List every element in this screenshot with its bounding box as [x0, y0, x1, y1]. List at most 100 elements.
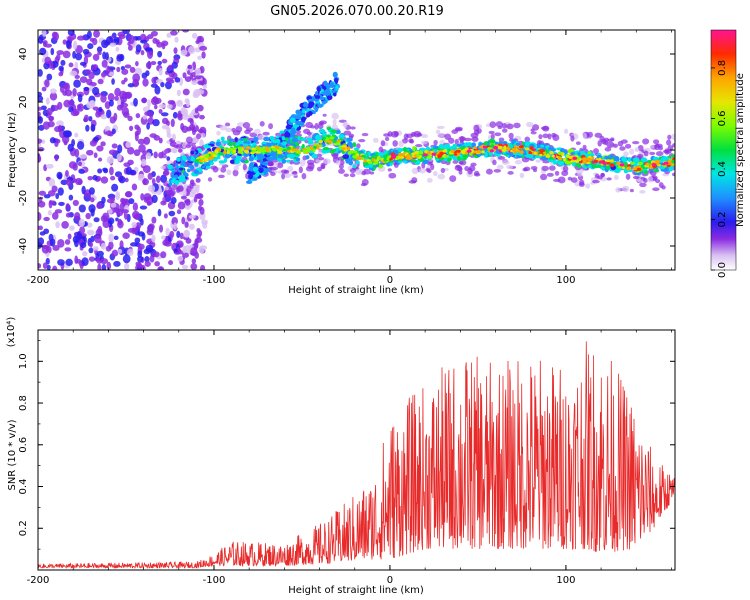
spectrogram-cell: [72, 235, 79, 244]
spectrogram-cell: [49, 92, 58, 101]
spectrogram-cell: [140, 218, 144, 226]
spectrogram-cell: [106, 109, 112, 119]
spectrogram-cell: [163, 169, 170, 176]
spectrogram-cell: [224, 153, 231, 159]
spectrogram-cell: [187, 168, 191, 173]
spectrogram-cell: [58, 65, 64, 72]
spectrogram-cell: [506, 164, 513, 170]
spectrogram-cell: [635, 167, 642, 171]
y-tick-label: 0.8: [18, 395, 29, 411]
spectrogram-cell: [54, 154, 59, 162]
spectrogram-cell: [306, 131, 312, 136]
spectrogram-cell: [180, 195, 187, 200]
spectrogram-cell: [606, 141, 615, 148]
spectrogram-cell: [190, 150, 195, 155]
spectrogram-cell: [332, 71, 338, 78]
spectrogram-cell: [323, 158, 331, 165]
spectrogram-cell: [528, 150, 532, 155]
spectrogram-cell: [215, 141, 222, 147]
spectrogram-cell: [88, 187, 95, 195]
spectrogram-cell: [540, 156, 545, 160]
spectrogram-cell: [652, 156, 660, 161]
spectrogram-cell: [179, 232, 184, 240]
spectrogram-cell: [398, 152, 403, 157]
spectrogram-cell: [512, 150, 516, 154]
spectrogram-cell: [459, 159, 467, 166]
spectrogram-cell: [223, 147, 227, 151]
spectrogram-cell: [194, 251, 200, 259]
spectrogram-cell: [178, 191, 187, 196]
spectrogram-cell: [72, 87, 77, 97]
spectrogram-cell: [587, 157, 593, 162]
spectrogram-cell: [65, 203, 70, 211]
spectrogram-cell: [323, 89, 329, 95]
spectrogram-cell: [113, 260, 121, 267]
spectrogram-cell: [387, 168, 392, 172]
spectrogram-cell: [624, 143, 632, 149]
spectrogram-cell: [433, 145, 439, 149]
spectrogram-cell: [338, 168, 345, 174]
spectrogram-cell: [622, 157, 628, 163]
spectrogram-cell: [98, 157, 103, 162]
spectrogram-cell: [265, 142, 272, 147]
spectrogram-cell: [585, 183, 591, 189]
spectrogram-cell: [306, 113, 311, 118]
spectrogram-cell: [42, 30, 47, 37]
spectrogram-cell: [390, 155, 397, 159]
spectrogram-cell: [286, 159, 291, 163]
spectrogram-cell: [195, 67, 201, 76]
spectrogram-cell: [137, 138, 145, 145]
spectrogram-cell: [358, 156, 363, 160]
spectrogram-cell: [65, 169, 69, 177]
spectrogram-cell: [171, 133, 176, 141]
spectrogram-cell: [86, 222, 93, 228]
spectrogram-cell: [62, 130, 71, 138]
spectrogram-cell: [498, 137, 505, 143]
spectrogram-cell: [315, 90, 319, 97]
spectrogram-cell: [60, 179, 68, 186]
spectrogram-cell: [349, 173, 356, 178]
spectrogram-cell: [335, 85, 339, 89]
spectrogram-cell: [69, 98, 75, 108]
spectrogram-cell: [478, 145, 483, 149]
spectrogram-cell: [67, 233, 72, 240]
spectrogram-cell: [187, 64, 193, 70]
spectrogram-cell: [58, 201, 65, 207]
spectrogram-y-label: Frequency (Hz): [7, 112, 18, 188]
spectrogram-cell: [454, 165, 463, 171]
spectrogram-peak: [431, 152, 437, 156]
spectrogram-cell: [281, 173, 286, 180]
spectrogram-cell: [502, 141, 508, 145]
spectrogram-cell: [179, 177, 186, 183]
spectrogram-cell: [639, 189, 646, 194]
spectrogram-cell: [443, 144, 450, 150]
spectrogram-cell: [146, 228, 154, 236]
spectrogram-cell: [158, 67, 163, 76]
spectrogram-cell: [626, 166, 632, 171]
spectrogram-cell: [266, 156, 273, 161]
spectrogram-cell: [79, 154, 88, 159]
spectrogram-cell: [143, 136, 151, 145]
spectrogram-cell: [287, 124, 293, 128]
spectrogram-cell: [177, 255, 184, 262]
spectrogram-cell: [318, 144, 323, 148]
spectrogram-cell: [186, 185, 192, 193]
spectrogram-cell: [237, 146, 243, 151]
spectrogram-cell: [151, 178, 156, 185]
spectrogram-cell: [142, 78, 149, 87]
spectrogram-cell: [503, 145, 507, 150]
spectrogram-cell: [386, 157, 390, 161]
spectrogram-cell: [69, 225, 75, 231]
spectrogram-cell: [218, 174, 225, 179]
spectrogram-cell: [301, 144, 305, 149]
spectrogram-cell: [167, 64, 173, 71]
spectrogram-cell: [412, 145, 416, 152]
spectrogram-cell: [341, 144, 347, 148]
spectrogram-peak: [651, 163, 657, 167]
spectrogram-cell: [652, 187, 660, 192]
spectrogram-cell: [314, 106, 319, 113]
spectrogram-cell: [197, 104, 204, 112]
spectrogram-cell: [518, 145, 524, 149]
